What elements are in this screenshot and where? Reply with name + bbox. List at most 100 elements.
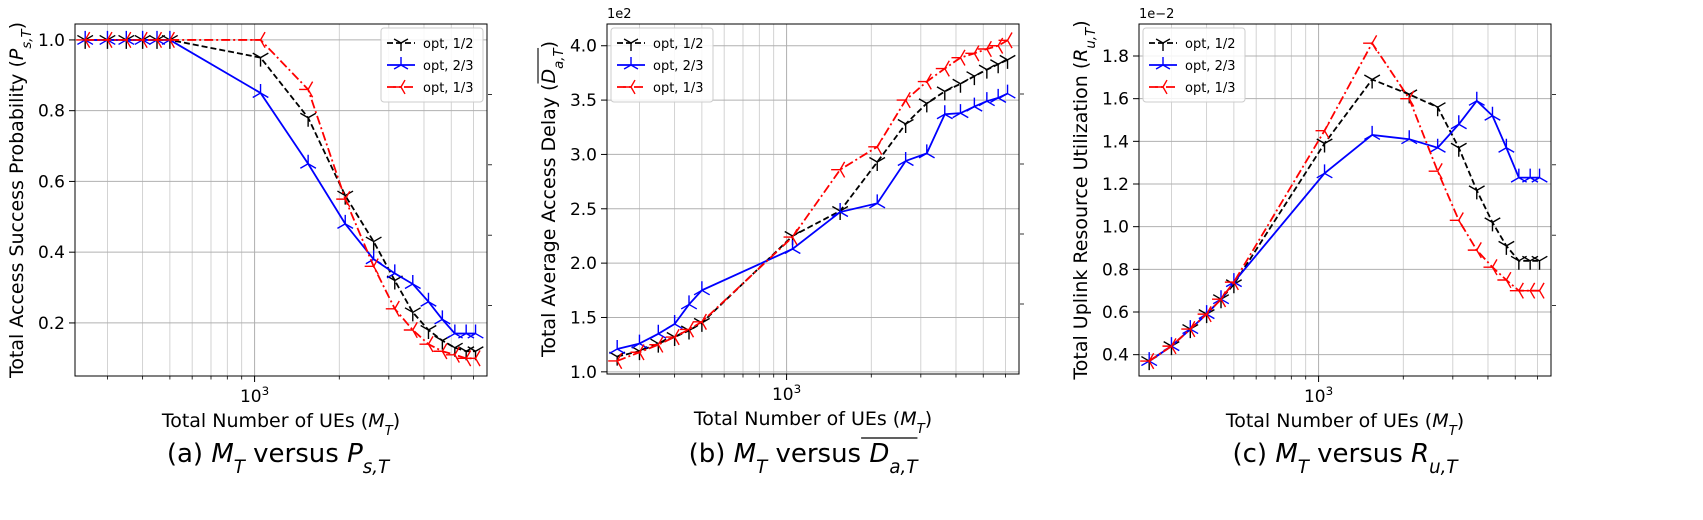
x-axis-label: Total Number of UEs (MT) [1225, 410, 1464, 439]
data-point [419, 336, 434, 353]
legend-marker [393, 57, 409, 70]
series-opt-1-3 [1140, 35, 1545, 370]
data-point [869, 194, 886, 209]
y-tick-label: 1.0 [1102, 218, 1129, 238]
series-opt-2-3 [609, 84, 1016, 355]
data-point [117, 31, 132, 49]
data-point [365, 250, 382, 265]
data-point [665, 328, 680, 346]
data-point [935, 60, 950, 77]
data-point [978, 92, 995, 107]
legend-box [380, 27, 484, 103]
legend-box [1142, 27, 1246, 103]
legend-label: opt, 2/3 [423, 59, 474, 74]
data-point [386, 264, 403, 279]
panel-caption: (b) MT versus Da,T [689, 439, 920, 478]
data-point [998, 32, 1013, 49]
data-point [989, 37, 1004, 54]
y-tick-label: 0.4 [1102, 346, 1129, 366]
y-axis-label: Total Uplink Resource Utilization (Ru,T) [1070, 20, 1099, 380]
data-point [98, 31, 113, 49]
series-opt-1-2 [77, 34, 484, 361]
data-point [1468, 185, 1485, 200]
y-tick-label: 4.0 [570, 37, 597, 57]
data-point [433, 343, 448, 360]
data-point [999, 54, 1016, 69]
data-point [868, 138, 883, 155]
y-axis-label: Total Average Access Delay (Da,T) [538, 41, 567, 358]
data-point [385, 300, 400, 317]
data-point [457, 350, 472, 367]
data-point [1498, 138, 1515, 153]
data-point [1182, 320, 1199, 335]
data-point [1468, 91, 1485, 106]
y-tick-label: 0.6 [1102, 303, 1129, 323]
data-point [76, 31, 91, 49]
legend-marker [623, 79, 636, 95]
data-point [1316, 138, 1333, 153]
data-point [337, 214, 354, 229]
legend-marker [1155, 79, 1168, 95]
plot-area [76, 30, 484, 367]
y-tick-label: 0.2 [38, 314, 65, 334]
data-point [133, 31, 148, 49]
data-point [1521, 282, 1536, 299]
data-point [952, 104, 969, 119]
data-point [365, 236, 382, 251]
data-point [630, 344, 645, 361]
y-tick-label: 0.4 [38, 243, 65, 263]
legend-box [610, 27, 714, 103]
legend-label: opt, 1/2 [1185, 37, 1236, 52]
y-tick-label: 3.0 [570, 145, 597, 165]
data-point [896, 91, 911, 109]
data-point [897, 118, 914, 134]
data-point [404, 307, 421, 322]
data-point [1429, 138, 1446, 153]
panel-caption: (c) MT versus Ru,T [1232, 439, 1459, 478]
data-point [467, 324, 484, 339]
x-tick-label: 103 [240, 384, 269, 407]
data-point [1316, 164, 1333, 179]
data-point [936, 86, 953, 101]
data-point [977, 40, 992, 58]
data-point [404, 275, 421, 290]
data-point [1428, 163, 1443, 180]
data-point [966, 97, 983, 112]
legend-label: opt, 1/2 [423, 37, 474, 52]
legend: opt, 1/2 opt, 2/3 opt, 1/3 [380, 27, 484, 103]
data-point [1467, 241, 1482, 259]
data-point [609, 339, 626, 355]
chart-panel-c: 0.4 0.6 0.8 1.0 1.2 1.4 1.6 1.8 103 1e−2 Total Num… [1070, 7, 1556, 478]
axes-frame [74, 23, 488, 377]
data-point [831, 161, 846, 178]
data-point [252, 83, 269, 99]
y-tick-label: 0.6 [38, 172, 65, 192]
data-point [1450, 142, 1467, 157]
data-point [299, 112, 317, 127]
data-point [693, 281, 711, 296]
data-point [252, 52, 269, 67]
data-point [364, 258, 379, 275]
x-axis-label: Total Number of UEs (MT) [693, 408, 932, 437]
legend-marker [623, 57, 639, 70]
data-point [446, 324, 463, 339]
data-point [784, 239, 801, 255]
data-point [999, 84, 1016, 99]
series-opt-2-3 [1141, 91, 1548, 367]
y-tick-label: 1.8 [1102, 47, 1129, 67]
y-tick-label: 1.0 [38, 31, 65, 51]
data-point [692, 313, 707, 330]
y-axis-label: Total Access Success Probability (Ps,T) [6, 22, 35, 379]
plot-area [1140, 35, 1548, 371]
y-tick-label: 0.8 [1102, 260, 1129, 280]
y-axis-exponent: 1e2 [607, 7, 632, 22]
data-point [1483, 259, 1498, 276]
legend-label: opt, 2/3 [1185, 59, 1236, 74]
legend-label: opt, 2/3 [653, 59, 704, 74]
data-point [1497, 271, 1512, 289]
legend-marker [1155, 57, 1171, 70]
data-point [966, 71, 983, 86]
data-point [918, 144, 935, 159]
data-point [1141, 352, 1158, 367]
data-point [1498, 240, 1515, 255]
